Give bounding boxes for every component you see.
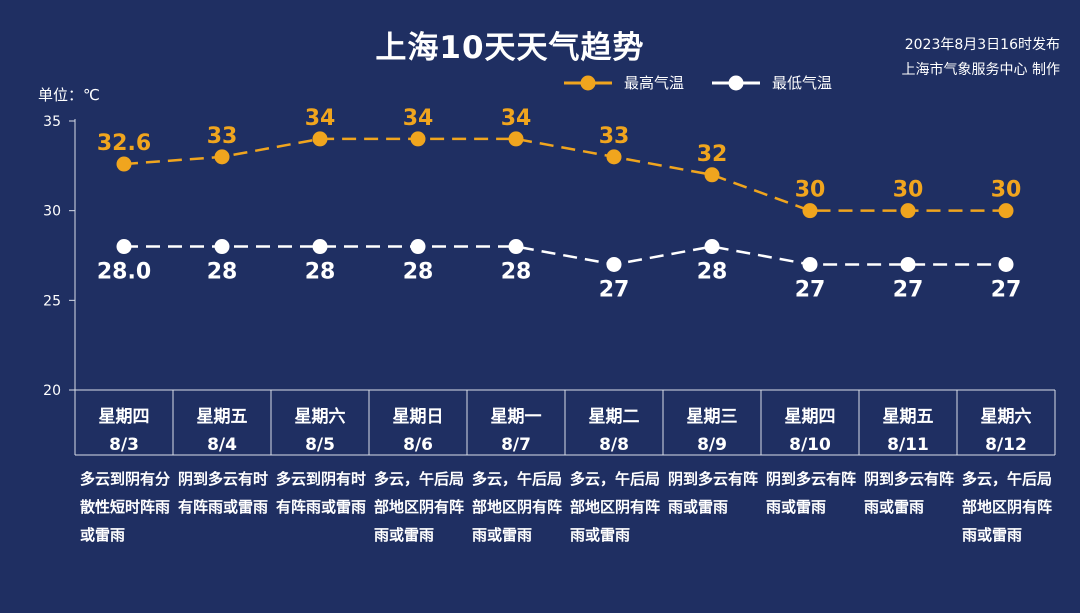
min-temp-point: [410, 239, 426, 255]
max-temp-label: 30: [991, 178, 1022, 203]
legend-max-label: 最高气温: [624, 74, 685, 92]
legend-min-temp: 最低气温: [710, 72, 832, 93]
day-header: 星期日 8/6: [369, 392, 467, 455]
legend-min-swatch-icon: [710, 73, 762, 93]
min-temp-point: [214, 239, 230, 255]
max-temp-point: [508, 131, 524, 147]
y-tick-label: 20: [43, 383, 61, 399]
max-temp-label: 30: [893, 178, 924, 203]
day-weekday: 星期一: [490, 407, 542, 427]
legend-max-swatch-icon: [562, 73, 614, 93]
day-date: 8/7: [501, 435, 531, 455]
day-header: 星期六 8/12: [957, 392, 1055, 455]
min-temp-line: [124, 245, 1006, 266]
day-weekday: 星期六: [980, 407, 1032, 427]
issue-date: 2023年8月3日16时发布: [904, 37, 1060, 53]
day-weekday: 星期二: [588, 407, 640, 427]
day-weekday: 星期六: [294, 407, 346, 427]
day-header: 星期五 8/4: [173, 392, 271, 455]
min-temp-label: 27: [599, 277, 630, 302]
day-header: 星期三 8/9: [663, 392, 761, 455]
day-weather-description: 阴到多云有阵雨或雷雨: [668, 470, 759, 516]
day-weather-description: 阴到多云有时有阵雨或雷雨: [178, 470, 269, 516]
y-tick-label: 35: [43, 114, 61, 130]
max-temp-label: 33: [207, 124, 238, 149]
day-date: 8/10: [789, 435, 831, 455]
min-temp-point: [312, 239, 328, 255]
max-temp-point: [116, 156, 132, 172]
day-date: 8/5: [305, 435, 335, 455]
day-header: 星期一 8/7: [467, 392, 565, 455]
day-date: 8/4: [207, 435, 237, 455]
max-temp-point: [214, 149, 230, 165]
day-date: 8/12: [985, 435, 1027, 455]
day-weather-description: 多云，午后局部地区阴有阵雨或雷雨: [570, 470, 661, 544]
day-header: 星期四 8/10: [761, 392, 859, 455]
max-temp-point: [312, 131, 328, 147]
y-tick-label: 25: [43, 293, 61, 309]
day-header: 星期五 8/11: [859, 392, 957, 455]
max-temp-point: [998, 203, 1014, 219]
max-temp-point: [704, 167, 720, 183]
max-temp-label: 33: [599, 124, 630, 149]
day-header: 星期二 8/8: [565, 392, 663, 455]
legend-min-label: 最低气温: [772, 74, 833, 92]
day-date: 8/6: [403, 435, 433, 455]
chart-title: 上海10天天气趋势: [375, 30, 645, 66]
day-weather-description: 多云，午后局部地区阴有阵雨或雷雨: [472, 470, 563, 544]
min-temp-point: [704, 239, 720, 255]
min-temp-point: [802, 256, 818, 272]
day-header: 星期六 8/5: [271, 392, 369, 455]
min-temp-label: 28: [697, 260, 728, 285]
min-temp-label: 27: [893, 277, 924, 302]
max-temp-label: 34: [305, 106, 336, 131]
y-axis-unit-label: 单位：℃: [38, 86, 100, 104]
min-temp-point: [998, 256, 1014, 272]
max-temp-point: [802, 203, 818, 219]
day-date: 8/3: [109, 435, 139, 455]
day-weekday: 星期三: [686, 407, 738, 427]
max-temp-label: 34: [501, 106, 532, 131]
max-temp-label: 30: [795, 178, 826, 203]
min-temp-label: 28: [207, 260, 238, 285]
day-weather-description: 多云到阴有时有阵雨或雷雨: [276, 470, 367, 516]
max-temp-point: [900, 203, 916, 219]
min-temp-label: 28: [501, 260, 532, 285]
max-temp-point: [606, 149, 622, 165]
issuer: 上海市气象服务中心 制作: [901, 62, 1060, 78]
min-temp-point: [606, 256, 622, 272]
min-temp-point: [116, 239, 132, 255]
day-weekday: 星期日: [392, 407, 444, 427]
max-temp-line: [123, 137, 1006, 212]
min-temp-point: [508, 239, 524, 255]
min-temp-label: 28: [305, 260, 336, 285]
day-weather-description: 多云到阴有分散性短时阵雨或雷雨: [80, 470, 171, 544]
max-temp-label: 32.6: [97, 131, 151, 156]
day-weather-description: 阴到多云有阵雨或雷雨: [864, 470, 955, 516]
min-temp-point: [900, 256, 916, 272]
max-temp-label: 32: [697, 142, 728, 167]
max-temp-point: [410, 131, 426, 147]
day-date: 8/9: [697, 435, 727, 455]
min-temp-label: 27: [795, 277, 826, 302]
day-weekday: 星期四: [98, 407, 150, 427]
legend-max-temp: 最高气温: [562, 72, 684, 93]
max-temp-label: 34: [403, 106, 434, 131]
day-date: 8/11: [887, 435, 929, 455]
day-weekday: 星期四: [784, 407, 836, 427]
y-tick-label: 30: [43, 204, 61, 220]
min-temp-label: 28.0: [97, 260, 151, 285]
min-temp-label: 27: [991, 277, 1022, 302]
day-header: 星期四 8/3: [75, 392, 173, 455]
day-weather-description: 多云，午后局部地区阴有阵雨或雷雨: [374, 470, 465, 544]
day-weekday: 星期五: [882, 407, 934, 427]
day-weather-description: 阴到多云有阵雨或雷雨: [766, 470, 857, 516]
day-date: 8/8: [599, 435, 629, 455]
day-weekday: 星期五: [196, 407, 248, 427]
day-weather-description: 多云，午后局部地区阴有阵雨或雷雨: [962, 470, 1053, 544]
min-temp-label: 28: [403, 260, 434, 285]
